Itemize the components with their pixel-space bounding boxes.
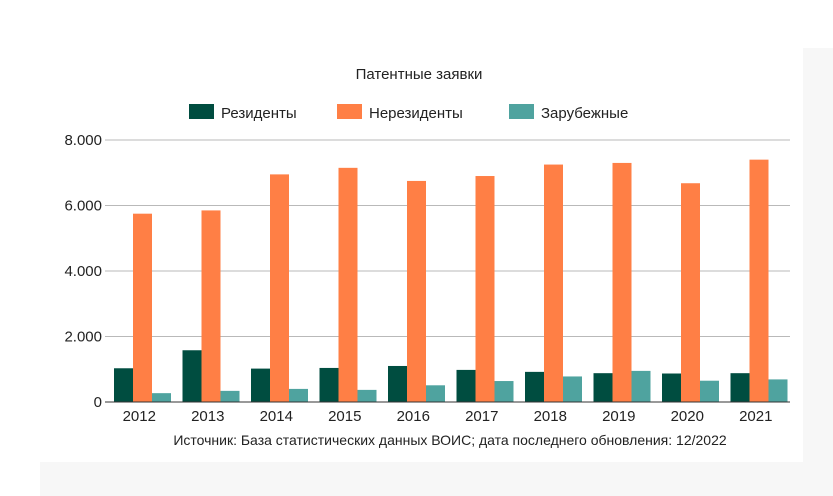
- bars: [114, 159, 788, 402]
- legend-swatch-Зарубежные: [509, 104, 534, 119]
- bar-Зарубежные-2019: [631, 370, 651, 402]
- bar-Резиденты-2019: [593, 373, 613, 402]
- bar-Нерезиденты-2016: [407, 180, 426, 402]
- bar-Нерезиденты-2017: [475, 176, 495, 402]
- chart-legend: Резиденты Нерезиденты Зарубежные: [189, 104, 628, 122]
- x-tick-label: 2019: [602, 408, 635, 425]
- bar-Нерезиденты-2018: [544, 164, 563, 402]
- bar-Нерезиденты-2021: [749, 159, 769, 402]
- bar-Резиденты-2018: [525, 371, 544, 402]
- bar-Нерезиденты-2013: [201, 210, 221, 402]
- bar-Резиденты-2014: [251, 368, 270, 402]
- x-tick-label: 2012: [123, 408, 156, 425]
- bar-Резиденты-2020: [662, 373, 681, 402]
- y-tick-label: 4.000: [64, 263, 102, 280]
- x-tick-label: 2015: [328, 408, 361, 425]
- y-axis: 0 2.000 4.000 6.000 8.000: [64, 132, 102, 411]
- bar-Зарубежные-2018: [563, 376, 582, 402]
- y-tick-label: 2.000: [64, 329, 102, 346]
- legend-swatch-Резиденты: [189, 104, 214, 119]
- panel-background-bottom: [40, 462, 833, 496]
- source-note: Источник: База статистических данных ВОИ…: [173, 432, 727, 448]
- bar-Резиденты-2017: [456, 369, 476, 402]
- legend-label: Зарубежные: [541, 105, 628, 122]
- bar-Резиденты-2015: [319, 367, 339, 402]
- bar-Нерезиденты-2012: [133, 213, 152, 402]
- y-tick-label: 0: [94, 394, 102, 411]
- bar-Нерезиденты-2020: [681, 183, 700, 402]
- panel-background-right: [803, 48, 833, 468]
- bar-Зарубежные-2020: [700, 380, 719, 402]
- bar-Резиденты-2016: [388, 365, 407, 402]
- bar-Зарубежные-2014: [289, 388, 308, 402]
- chart-title: Патентные заявки: [356, 66, 483, 83]
- legend-label: Нерезиденты: [369, 105, 463, 122]
- bar-Резиденты-2021: [730, 373, 750, 402]
- bar-Зарубежные-2013: [220, 390, 240, 402]
- bar-Нерезиденты-2019: [612, 162, 632, 402]
- bar-Зарубежные-2021: [768, 379, 788, 402]
- x-axis: 2012 2013 2014 2015 2016 2017 2018 2019 2020 2021: [105, 401, 790, 425]
- x-tick-label: 2014: [260, 408, 293, 425]
- y-tick-label: 6.000: [64, 198, 102, 215]
- legend-label: Резиденты: [221, 105, 297, 122]
- bar-Нерезиденты-2015: [338, 167, 358, 402]
- y-tick-label: 8.000: [64, 132, 102, 149]
- bar-Зарубежные-2016: [426, 385, 445, 402]
- bar-Резиденты-2012: [114, 368, 133, 402]
- x-tick-label: 2017: [465, 408, 498, 425]
- bar-Нерезиденты-2014: [270, 174, 289, 402]
- bar-Резиденты-2013: [182, 350, 202, 402]
- x-tick-label: 2013: [191, 408, 224, 425]
- x-tick-label: 2016: [397, 408, 430, 425]
- legend-swatch-Нерезиденты: [337, 104, 362, 119]
- x-tick-label: 2021: [739, 408, 772, 425]
- bar-Зарубежные-2015: [357, 389, 377, 402]
- x-tick-label: 2018: [534, 408, 567, 425]
- bar-Зарубежные-2017: [494, 381, 514, 402]
- bar-Зарубежные-2012: [152, 393, 171, 402]
- x-tick-label: 2020: [671, 408, 704, 425]
